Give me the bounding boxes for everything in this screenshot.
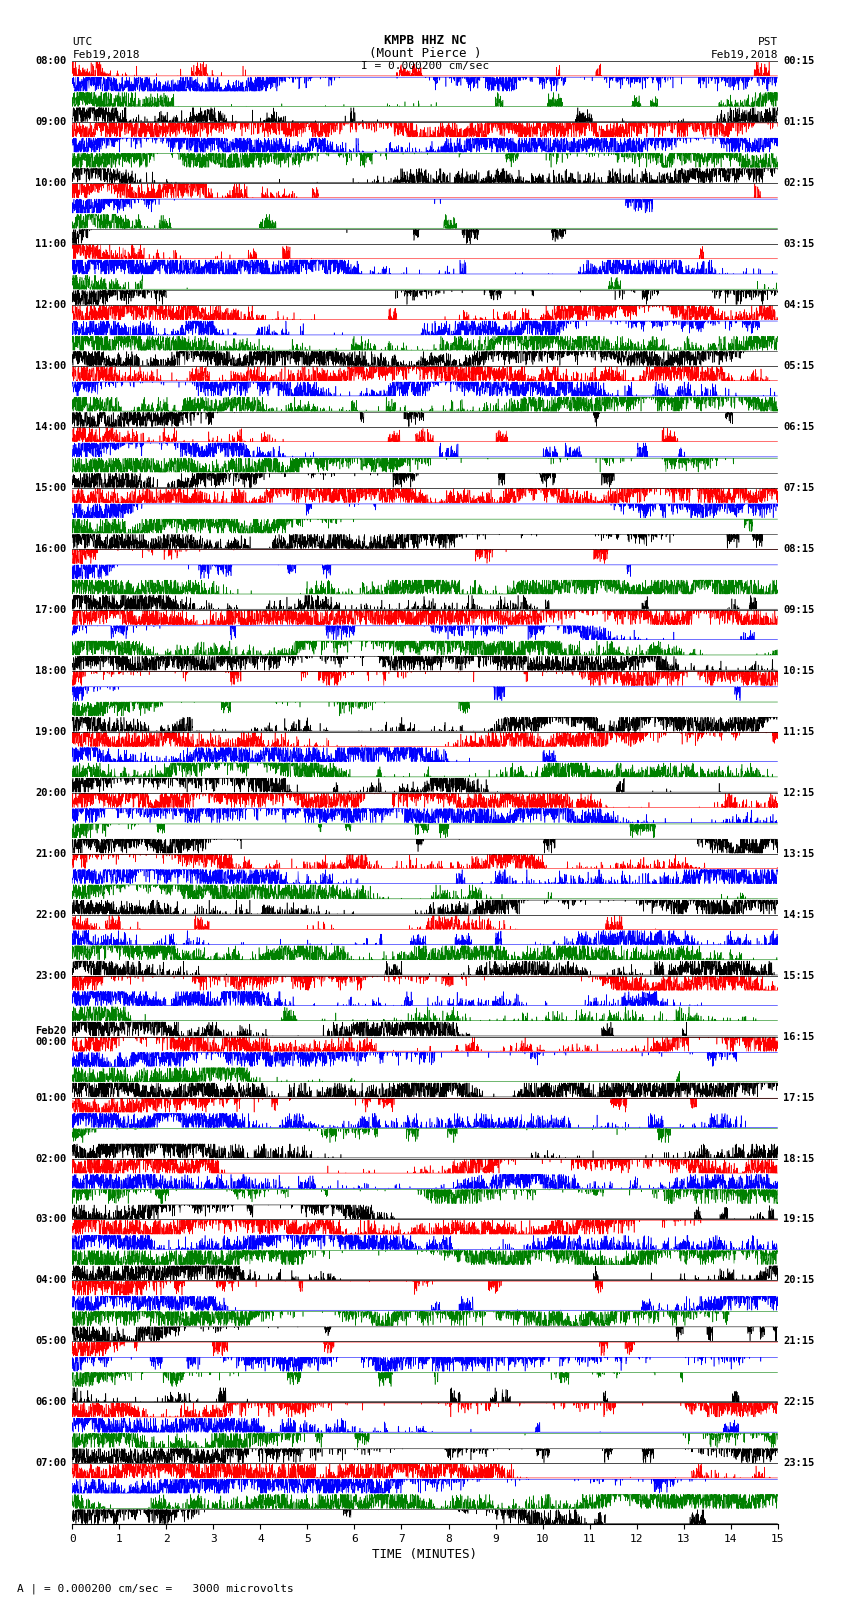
Text: 04:00: 04:00	[36, 1276, 66, 1286]
Text: 17:00: 17:00	[36, 605, 66, 615]
Text: 11:00: 11:00	[36, 239, 66, 248]
Text: 11:15: 11:15	[784, 727, 814, 737]
Text: 16:00: 16:00	[36, 544, 66, 553]
Text: 06:00: 06:00	[36, 1397, 66, 1408]
Text: 12:00: 12:00	[36, 300, 66, 310]
Text: 10:00: 10:00	[36, 177, 66, 189]
Text: 09:15: 09:15	[784, 605, 814, 615]
Text: PST: PST	[757, 37, 778, 47]
Text: 15:15: 15:15	[784, 971, 814, 981]
Text: 18:00: 18:00	[36, 666, 66, 676]
Text: Feb19,2018: Feb19,2018	[711, 50, 778, 60]
Text: 22:15: 22:15	[784, 1397, 814, 1408]
Text: 04:15: 04:15	[784, 300, 814, 310]
Text: 12:15: 12:15	[784, 787, 814, 798]
Text: 13:00: 13:00	[36, 361, 66, 371]
Text: 01:00: 01:00	[36, 1092, 66, 1103]
Text: 08:00: 08:00	[36, 56, 66, 66]
Text: 23:15: 23:15	[784, 1458, 814, 1468]
Text: Feb19,2018: Feb19,2018	[72, 50, 139, 60]
Text: 06:15: 06:15	[784, 423, 814, 432]
Text: 14:00: 14:00	[36, 423, 66, 432]
Text: (Mount Pierce ): (Mount Pierce )	[369, 47, 481, 60]
Text: A | = 0.000200 cm/sec =   3000 microvolts: A | = 0.000200 cm/sec = 3000 microvolts	[17, 1582, 294, 1594]
Text: 13:15: 13:15	[784, 848, 814, 858]
Text: 21:00: 21:00	[36, 848, 66, 858]
Text: 05:15: 05:15	[784, 361, 814, 371]
Text: 03:15: 03:15	[784, 239, 814, 248]
X-axis label: TIME (MINUTES): TIME (MINUTES)	[372, 1548, 478, 1561]
Text: 03:00: 03:00	[36, 1215, 66, 1224]
Text: 21:15: 21:15	[784, 1337, 814, 1347]
Text: 00:15: 00:15	[784, 56, 814, 66]
Text: 18:15: 18:15	[784, 1153, 814, 1163]
Text: 19:15: 19:15	[784, 1215, 814, 1224]
Text: 22:00: 22:00	[36, 910, 66, 919]
Text: 19:00: 19:00	[36, 727, 66, 737]
Text: Feb20
00:00: Feb20 00:00	[36, 1026, 66, 1047]
Text: 05:00: 05:00	[36, 1337, 66, 1347]
Text: 01:15: 01:15	[784, 118, 814, 127]
Text: UTC: UTC	[72, 37, 93, 47]
Text: I = 0.000200 cm/sec: I = 0.000200 cm/sec	[361, 61, 489, 71]
Text: 20:15: 20:15	[784, 1276, 814, 1286]
Text: KMPB HHZ NC: KMPB HHZ NC	[383, 34, 467, 47]
Text: 07:00: 07:00	[36, 1458, 66, 1468]
Text: 14:15: 14:15	[784, 910, 814, 919]
Text: 02:00: 02:00	[36, 1153, 66, 1163]
Text: 23:00: 23:00	[36, 971, 66, 981]
Text: 16:15: 16:15	[784, 1032, 814, 1042]
Text: 20:00: 20:00	[36, 787, 66, 798]
Text: 17:15: 17:15	[784, 1092, 814, 1103]
Text: 08:15: 08:15	[784, 544, 814, 553]
Text: 07:15: 07:15	[784, 482, 814, 494]
Text: 15:00: 15:00	[36, 482, 66, 494]
Text: 09:00: 09:00	[36, 118, 66, 127]
Text: 10:15: 10:15	[784, 666, 814, 676]
Text: 02:15: 02:15	[784, 177, 814, 189]
